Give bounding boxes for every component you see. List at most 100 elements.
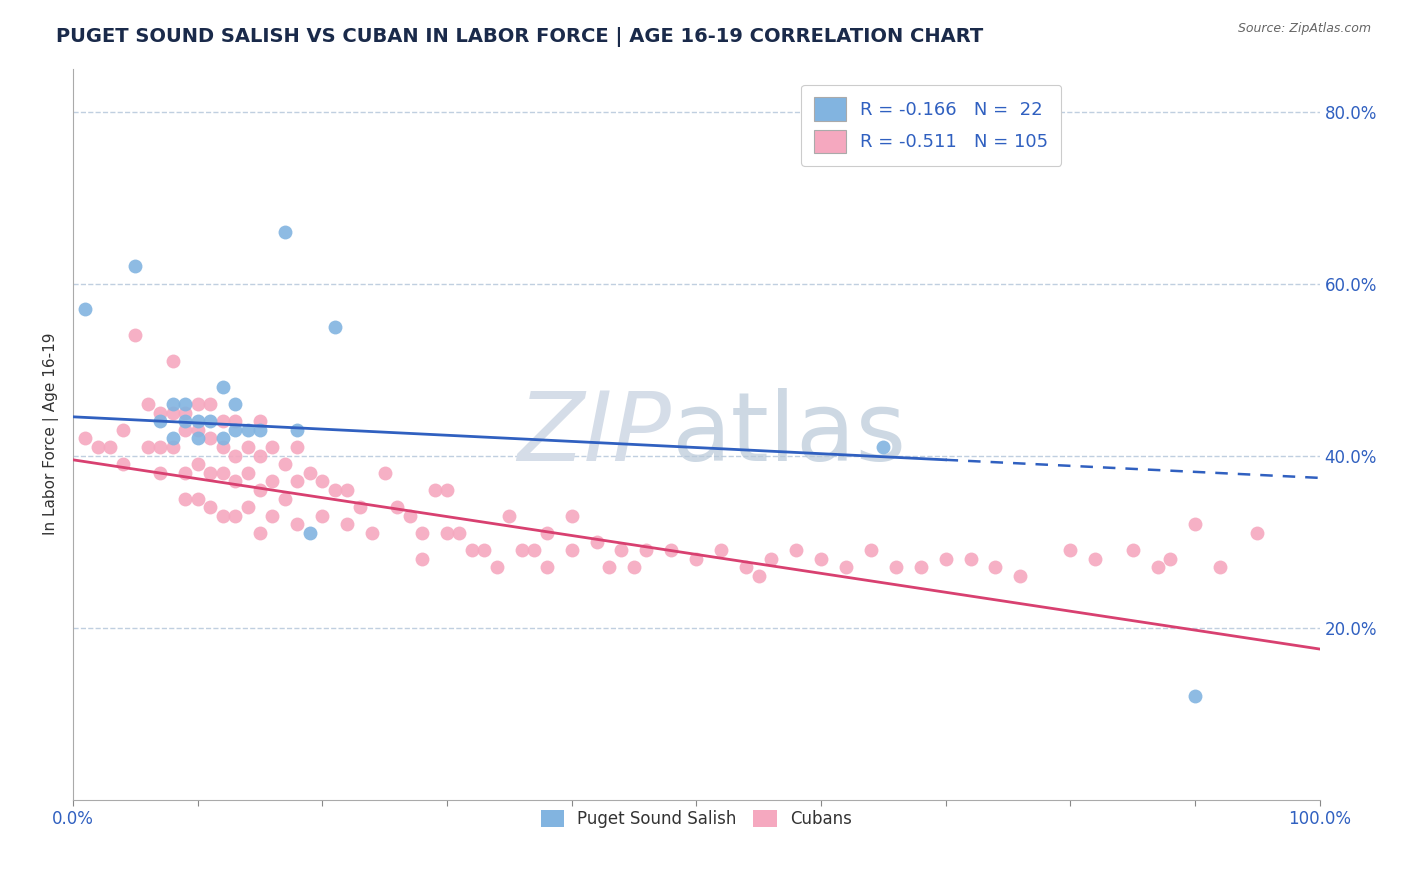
Point	[323, 483, 346, 497]
Point	[298, 466, 321, 480]
Point	[398, 508, 420, 523]
Point	[249, 525, 271, 540]
Point	[249, 423, 271, 437]
Point	[436, 483, 458, 497]
Point	[198, 466, 221, 480]
Point	[984, 560, 1007, 574]
Point	[436, 525, 458, 540]
Point	[385, 500, 408, 515]
Point	[336, 517, 359, 532]
Point	[636, 543, 658, 558]
Point	[187, 423, 209, 437]
Point	[361, 525, 384, 540]
Point	[287, 517, 309, 532]
Point	[561, 543, 583, 558]
Point	[211, 414, 233, 428]
Point	[187, 431, 209, 445]
Point	[198, 431, 221, 445]
Y-axis label: In Labor Force | Age 16-19: In Labor Force | Age 16-19	[44, 333, 59, 535]
Point	[1209, 560, 1232, 574]
Text: PUGET SOUND SALISH VS CUBAN IN LABOR FORCE | AGE 16-19 CORRELATION CHART: PUGET SOUND SALISH VS CUBAN IN LABOR FOR…	[56, 27, 983, 46]
Point	[174, 466, 197, 480]
Point	[311, 475, 333, 489]
Point	[124, 328, 146, 343]
Point	[1246, 525, 1268, 540]
Point	[198, 500, 221, 515]
Point	[111, 457, 134, 471]
Point	[224, 508, 246, 523]
Point	[174, 414, 197, 428]
Point	[174, 405, 197, 419]
Point	[262, 508, 284, 523]
Point	[187, 491, 209, 506]
Point	[423, 483, 446, 497]
Point	[510, 543, 533, 558]
Point	[274, 491, 297, 506]
Point	[236, 500, 259, 515]
Point	[287, 440, 309, 454]
Point	[174, 491, 197, 506]
Point	[274, 225, 297, 239]
Point	[959, 551, 981, 566]
Point	[461, 543, 484, 558]
Point	[198, 414, 221, 428]
Point	[162, 397, 184, 411]
Point	[75, 431, 97, 445]
Point	[187, 457, 209, 471]
Point	[211, 431, 233, 445]
Point	[374, 466, 396, 480]
Point	[498, 508, 520, 523]
Point	[759, 551, 782, 566]
Point	[910, 560, 932, 574]
Point	[136, 397, 159, 411]
Point	[162, 405, 184, 419]
Point	[224, 414, 246, 428]
Point	[411, 525, 433, 540]
Point	[187, 397, 209, 411]
Point	[149, 466, 172, 480]
Point	[685, 551, 707, 566]
Point	[859, 543, 882, 558]
Point	[536, 525, 558, 540]
Point	[523, 543, 546, 558]
Point	[187, 414, 209, 428]
Point	[211, 380, 233, 394]
Point	[149, 405, 172, 419]
Point	[236, 440, 259, 454]
Point	[211, 508, 233, 523]
Point	[1059, 543, 1081, 558]
Point	[236, 423, 259, 437]
Point	[311, 508, 333, 523]
Point	[149, 440, 172, 454]
Point	[485, 560, 508, 574]
Point	[136, 440, 159, 454]
Text: ZIP: ZIP	[517, 387, 671, 481]
Point	[224, 449, 246, 463]
Point	[449, 525, 471, 540]
Point	[1084, 551, 1107, 566]
Point	[411, 551, 433, 566]
Point	[1122, 543, 1144, 558]
Point	[249, 449, 271, 463]
Point	[75, 302, 97, 317]
Point	[1146, 560, 1168, 574]
Point	[1184, 517, 1206, 532]
Point	[474, 543, 496, 558]
Point	[884, 560, 907, 574]
Point	[610, 543, 633, 558]
Point	[623, 560, 645, 574]
Point	[349, 500, 371, 515]
Point	[710, 543, 733, 558]
Point	[585, 534, 607, 549]
Point	[1184, 690, 1206, 704]
Point	[149, 414, 172, 428]
Point	[211, 440, 233, 454]
Point	[561, 508, 583, 523]
Point	[287, 475, 309, 489]
Point	[298, 525, 321, 540]
Point	[162, 354, 184, 368]
Point	[198, 397, 221, 411]
Point	[262, 475, 284, 489]
Point	[162, 440, 184, 454]
Point	[162, 431, 184, 445]
